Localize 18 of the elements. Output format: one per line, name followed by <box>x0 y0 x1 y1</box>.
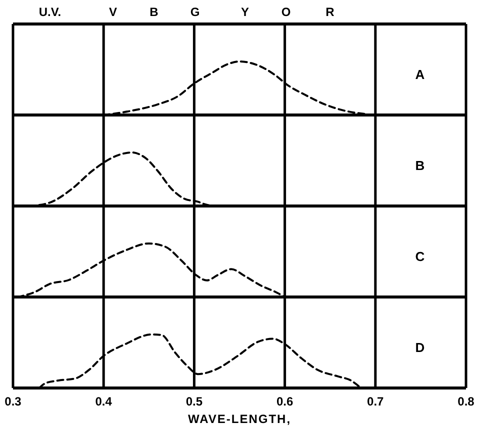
text: Y <box>240 5 250 19</box>
x-axis-title: WAVE-LENGTH, <box>188 412 292 426</box>
x-tick-label: 0.5 <box>186 394 203 409</box>
chart-title: B <box>414 158 426 172</box>
x-tick-label: 0.6 <box>276 394 294 409</box>
x-tick-label: 0.8 <box>458 394 475 409</box>
text: B <box>150 5 158 19</box>
text: V <box>108 5 118 19</box>
text: U.V. <box>38 5 62 19</box>
chart-title: A <box>414 66 426 82</box>
text: O <box>281 5 291 19</box>
x-tick-label: 0.4 <box>95 394 112 409</box>
chart-title: C <box>414 248 426 264</box>
chart-title: D <box>414 340 426 354</box>
x-tick-label: 0.3 <box>4 394 22 409</box>
x-tick-label: 0.7 <box>367 394 384 409</box>
text: R <box>326 5 334 19</box>
text: G <box>190 5 200 19</box>
